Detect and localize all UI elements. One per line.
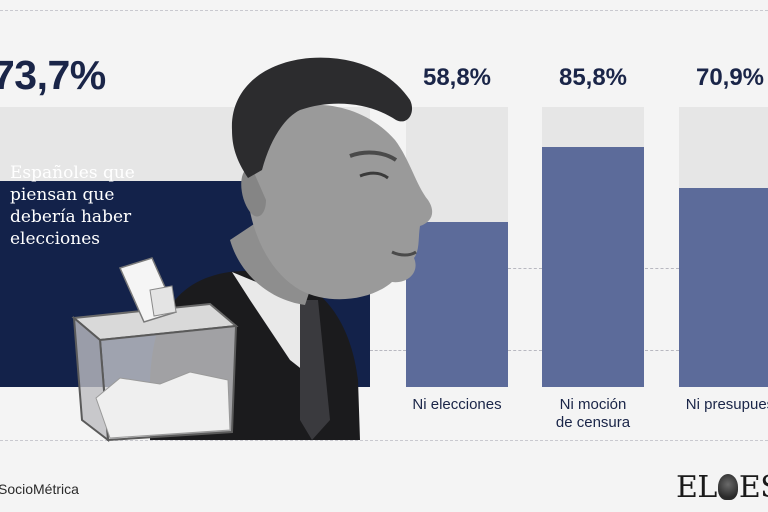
highlight-caption: Españoles que piensan que debería haber … bbox=[10, 163, 135, 249]
gridline bbox=[645, 350, 679, 351]
el-espanol-logo: EL ESP bbox=[676, 470, 768, 505]
category-label-ni-mocion: Ni moción de censura bbox=[523, 396, 663, 432]
bar-value-label: 85,8% bbox=[558, 64, 628, 91]
gridline bbox=[508, 350, 542, 351]
bar-value-label: 70,9% bbox=[695, 64, 765, 91]
source-credit: SocioMétrica bbox=[0, 481, 79, 497]
lion-emblem-icon bbox=[717, 474, 738, 500]
bottom-rule bbox=[0, 440, 768, 441]
gridline bbox=[508, 268, 542, 269]
gridline bbox=[645, 268, 679, 269]
bar-ni-elecciones bbox=[406, 222, 508, 387]
logo-text-left: EL bbox=[676, 470, 717, 505]
gridline bbox=[370, 350, 406, 351]
category-label-line: de censura bbox=[555, 414, 631, 431]
bar-ni-presupuestos bbox=[679, 188, 768, 387]
logo-text-right: ESP bbox=[738, 470, 768, 505]
top-rule bbox=[0, 10, 768, 11]
category-label-line: Ni moción bbox=[559, 396, 627, 413]
bar-ni-mocion-de-censura bbox=[542, 146, 644, 387]
category-label-line: Ni presupues bbox=[685, 396, 768, 413]
category-label-ni-presupuestos: Ni presupues bbox=[660, 396, 768, 414]
bar-value-label: 58,8% bbox=[422, 64, 492, 91]
category-label-ni-elecciones: Ni elecciones bbox=[387, 396, 527, 414]
highlight-value-label: 73,7% bbox=[0, 52, 106, 98]
gridline bbox=[370, 268, 406, 269]
category-label-line: Ni elecciones bbox=[412, 396, 502, 413]
